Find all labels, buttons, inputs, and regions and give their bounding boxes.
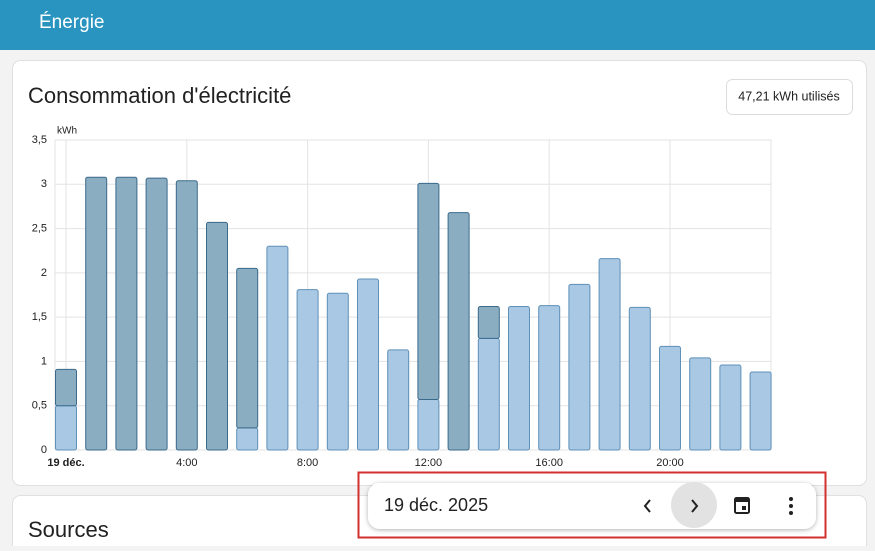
bar-segment (508, 306, 530, 451)
y-unit: kWh (57, 126, 77, 137)
bar-segment (598, 258, 621, 451)
bar-segment (236, 427, 259, 451)
y-tick-label: 0 (41, 444, 47, 456)
bar-segment (447, 212, 470, 451)
y-tick-label: 3 (41, 178, 47, 190)
bar-segment (175, 180, 198, 451)
next-button[interactable] (671, 482, 717, 528)
highlight-box (357, 471, 827, 539)
y-tick-label: 2 (41, 267, 47, 279)
y-tick-label: 2,5 (32, 222, 47, 234)
bar-segment (236, 267, 259, 429)
bar-segment (749, 371, 772, 451)
x-tick-label: 16:00 (535, 457, 563, 469)
bar-segment (719, 364, 742, 451)
sources-title: Sources (28, 517, 109, 542)
bar-segment (266, 245, 289, 451)
menu-button[interactable] (789, 497, 793, 515)
total-chip (726, 79, 853, 115)
bar-segment (206, 221, 228, 451)
bar-segment (85, 176, 108, 451)
bar-segment (417, 399, 440, 451)
bar-segment (477, 337, 500, 451)
bar-segment (477, 306, 500, 339)
chart-title: Consommation d'électricité (28, 83, 291, 108)
calendar-button[interactable] (734, 497, 750, 514)
y-tick-label: 1,5 (32, 311, 47, 323)
x-tick-label: 19 déc. (47, 457, 84, 469)
x-tick-label: 8:00 (297, 457, 318, 469)
bar-segment (55, 405, 77, 451)
bar-segment (357, 278, 379, 451)
bar-segment (689, 357, 712, 451)
y-tick-label: 1 (41, 355, 47, 367)
y-tick-label: 3,5 (32, 134, 47, 146)
app-title: Énergie (39, 12, 105, 33)
bar-segment (387, 349, 410, 451)
x-tick-label: 12:00 (415, 457, 443, 469)
next-icon (691, 499, 699, 513)
bar-segment (568, 283, 591, 451)
plot: 0 0,5 1 1,5 2 2,5 3 3,5 19 déc. 4:00 8:00 12:00 16:0… (32, 134, 772, 469)
app-bar (0, 0, 875, 50)
bar-segment (296, 289, 319, 451)
total-label: 47,21 kWh utilisés (738, 89, 839, 103)
bar-segment (326, 292, 349, 451)
bar-segment (659, 345, 681, 451)
bar-segment (145, 177, 168, 451)
prev-button[interactable] (643, 499, 651, 513)
bar-segment (628, 306, 651, 451)
y-tick-label: 0,5 (32, 400, 47, 412)
date-label: 19 déc. 2025 (384, 495, 488, 515)
bar-segment (115, 176, 138, 451)
bar-segment (538, 305, 561, 451)
bar-segment (417, 182, 440, 401)
x-tick-label: 20:00 (656, 457, 684, 469)
x-tick-label: 4:00 (176, 457, 197, 469)
bar-segment (55, 368, 77, 407)
